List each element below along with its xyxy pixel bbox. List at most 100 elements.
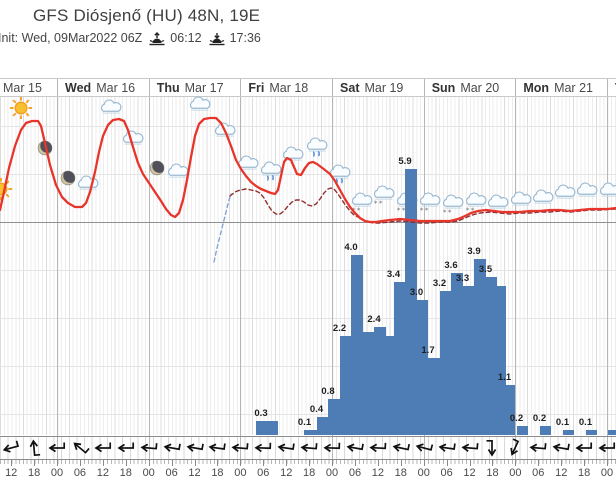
wind-arrow-icon <box>573 437 595 459</box>
cloud-icon <box>212 121 239 146</box>
six-hour-tick <box>286 460 288 466</box>
wind-arrow-icon <box>526 436 550 460</box>
init-row: Init: Wed, 09Mar2022 06Z 06:12 17:36 <box>0 31 261 46</box>
day-weekday: Fri <box>248 81 265 95</box>
day-separator-line <box>423 78 425 466</box>
precip-value-label: 3.6 <box>444 260 458 271</box>
six-hour-tick <box>263 460 265 466</box>
six-hour-tick <box>469 460 471 466</box>
moon-icon <box>149 160 166 177</box>
precip-bar <box>374 327 386 435</box>
day-weekday: Thu <box>156 81 180 95</box>
day-separator-line <box>57 78 59 466</box>
six-hour-tick <box>309 460 311 466</box>
time-axis-label: 06 <box>165 467 178 479</box>
sunrise-time: 06:12 <box>170 31 202 45</box>
precip-value-label: 2.4 <box>367 314 381 325</box>
time-axis-label: 18 <box>486 467 499 479</box>
precip-value-label: 4.0 <box>344 242 358 253</box>
precip-value-label: 3.5 <box>478 264 493 275</box>
wind-arrow-icon <box>481 437 503 459</box>
six-hour-tick <box>217 460 219 466</box>
precip-bar <box>351 255 363 435</box>
precip-value-label: 0.1 <box>555 417 570 428</box>
time-axis-label: 12 <box>5 467 18 479</box>
time-axis-label: 12 <box>463 467 476 479</box>
six-hour-tick <box>194 460 196 466</box>
time-axis-label: 12 <box>280 467 293 479</box>
wind-arrow-icon <box>205 436 230 461</box>
time-axis-label: 06 <box>440 467 453 479</box>
day-separator-line <box>148 78 150 466</box>
time-axis-label: 18 <box>302 467 316 479</box>
precip-value-label: 0.1 <box>297 417 312 428</box>
time-axis-label: 06 <box>348 467 362 479</box>
time-axis-label: 00 <box>50 467 64 479</box>
time-axis-label: 00 <box>509 467 522 479</box>
six-hour-tick <box>538 460 540 466</box>
time-axis-label: 00 <box>142 467 155 479</box>
header-top-border <box>0 78 616 79</box>
day-header: Mar 15 <box>3 81 42 95</box>
gridline-horizontal <box>0 414 616 415</box>
precip-bar <box>394 282 405 435</box>
day-separator-line <box>515 78 517 466</box>
time-axis-label: 12 <box>96 467 109 479</box>
time-axis-label: 18 <box>211 467 224 479</box>
svg-text:* *: * * <box>374 199 383 208</box>
cloud-icon <box>187 95 214 120</box>
time-axis-label: 18 <box>119 467 132 479</box>
six-hour-tick <box>423 460 425 466</box>
six-hour-tick <box>607 460 609 466</box>
precip-value-label: 0.4 <box>309 404 324 415</box>
gridline-horizontal <box>0 270 616 271</box>
precip-bar <box>486 277 497 435</box>
wind-arrow-icon <box>115 437 137 459</box>
svg-text:* *: * * <box>352 206 361 215</box>
svg-text:* *: * * <box>443 208 452 217</box>
day-weekday: Sat <box>340 81 360 95</box>
six-hour-tick <box>148 460 150 466</box>
moon-icon <box>37 140 54 157</box>
six-hour-tick <box>446 460 448 466</box>
precip-bar <box>363 332 374 435</box>
precip-bar <box>328 399 340 435</box>
precip-value-label: 0.8 <box>321 386 335 397</box>
day-date: Mar 17 <box>184 81 224 95</box>
six-hour-tick <box>34 460 36 466</box>
wind-arrow-icon <box>252 437 275 460</box>
time-axis-label: 12 <box>371 467 384 479</box>
chart-top-border <box>0 96 616 97</box>
wind-arrow-icon <box>342 435 367 460</box>
precip-bar <box>317 417 328 435</box>
day-header: Thu Mar 17 <box>157 81 224 95</box>
precip-value-label: 3.0 <box>409 287 424 298</box>
wind-arrow-icon <box>297 436 321 460</box>
six-hour-tick <box>57 460 59 466</box>
six-hour-tick <box>102 460 104 466</box>
six-hour-tick <box>377 460 379 466</box>
wind-arrow-icon <box>458 436 482 460</box>
six-hour-tick <box>354 460 356 466</box>
time-axis-label: 12 <box>555 467 568 479</box>
wind-arrow-icon <box>410 435 437 462</box>
six-hour-tick <box>240 460 242 466</box>
precip-bar <box>440 291 451 435</box>
cloud-icon <box>597 181 616 206</box>
time-axis-label: 06 <box>257 467 270 479</box>
six-hour-tick <box>561 460 563 466</box>
precip-value-label: 0.2 <box>532 413 547 424</box>
svg-text:* *: * * <box>466 206 475 215</box>
cloud-icon <box>165 162 192 187</box>
cloud-icon <box>280 145 307 170</box>
day-header: Sun Mar 20 <box>432 81 500 95</box>
precip-value-label: 2.2 <box>332 323 347 334</box>
day-header: Mon Mar 21 <box>523 81 593 95</box>
zero-degree-line <box>0 222 616 223</box>
precip-bar <box>563 430 574 435</box>
day-header: Sat Mar 19 <box>340 81 403 95</box>
wind-arrow-icon <box>137 436 161 460</box>
precip-bar <box>405 169 417 435</box>
precip-value-label: 3.9 <box>467 246 481 257</box>
